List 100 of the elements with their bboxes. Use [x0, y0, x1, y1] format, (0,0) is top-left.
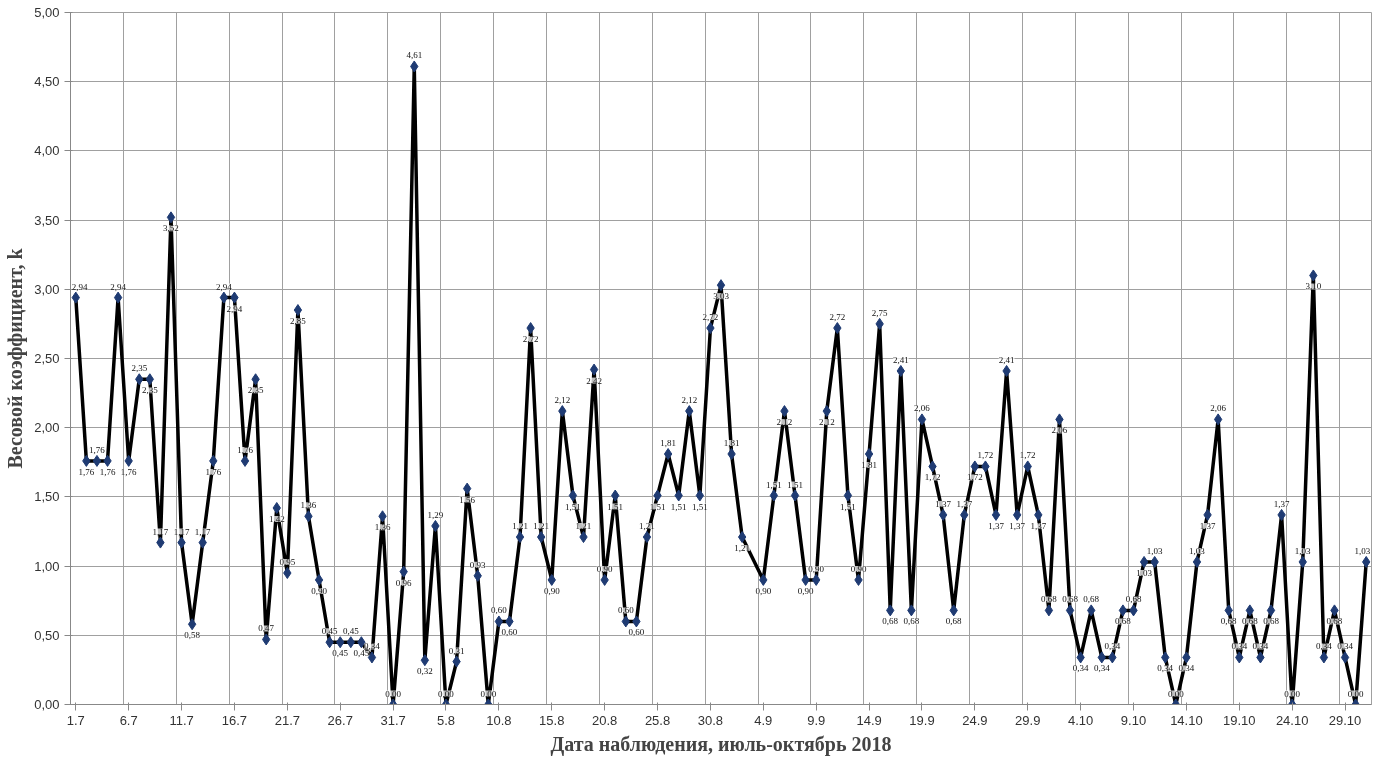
- data-label: 3,03: [713, 291, 730, 302]
- x-tick-label: 20.8: [592, 712, 618, 728]
- data-label: 1,37: [988, 520, 1005, 531]
- y-tick-label: 2,00: [34, 420, 60, 436]
- data-label: 0,00: [438, 688, 455, 699]
- x-tick-label: 11.7: [169, 712, 194, 728]
- x-tick-label: 31.7: [380, 712, 406, 728]
- data-label: 2,12: [776, 417, 793, 428]
- data-label: 0,68: [1263, 616, 1280, 627]
- data-label: 0,58: [184, 630, 201, 641]
- data-label: 0,45: [332, 648, 349, 659]
- data-label: 0,90: [755, 585, 772, 596]
- data-label: 0,34: [1337, 641, 1354, 652]
- data-label: 1,03: [1189, 545, 1206, 556]
- data-label: 0,90: [311, 585, 328, 596]
- x-tick-label: 26.7: [327, 712, 353, 728]
- x-tick-label: 21.7: [274, 712, 300, 728]
- x-tick-label: 16.7: [221, 712, 248, 728]
- y-tick-label: 1,50: [34, 489, 60, 505]
- data-label: 2,94: [110, 281, 127, 292]
- data-label: 4,61: [406, 50, 423, 61]
- data-label: 0,68: [1125, 594, 1142, 605]
- data-label: 2,12: [818, 417, 835, 428]
- data-label: 2,42: [586, 375, 602, 386]
- x-tick-label: 1.7: [66, 712, 85, 728]
- data-label: 1,76: [120, 466, 138, 477]
- data-label: 1,17: [152, 526, 169, 537]
- data-label: 0,00: [385, 688, 402, 699]
- y-tick-label: 4,50: [34, 74, 60, 90]
- data-label: 0,90: [543, 585, 561, 596]
- data-label: 1,51: [670, 501, 687, 512]
- data-label: 0,68: [1241, 616, 1259, 627]
- data-label: 2,06: [1210, 403, 1227, 414]
- data-label: 2,72: [522, 334, 539, 345]
- data-label: 1,51: [649, 501, 666, 512]
- data-label: 1,03: [1136, 567, 1153, 578]
- data-label: 0,96: [395, 577, 413, 588]
- data-label: 0,68: [945, 616, 963, 627]
- data-label: 0,60: [491, 605, 508, 616]
- data-label: 2,41: [892, 354, 909, 365]
- data-label: 0,00: [1284, 688, 1301, 699]
- data-label: 2,35: [141, 385, 159, 396]
- data-label: 1,21: [533, 521, 550, 532]
- data-label: 0,68: [1041, 594, 1058, 605]
- data-label: 2,75: [871, 307, 889, 318]
- data-label: 0,90: [808, 563, 825, 574]
- data-label: 1,76: [237, 444, 254, 455]
- data-label: 1,51: [840, 501, 856, 512]
- x-axis-title: Дата наблюдения, июль-октябрь 2018: [550, 732, 892, 756]
- data-label: 0,60: [617, 605, 635, 616]
- data-label: 0,34: [1093, 663, 1111, 674]
- y-tick-label: 3,50: [34, 212, 60, 228]
- data-label: 1,37: [1273, 498, 1290, 509]
- data-label: 2,35: [131, 363, 148, 374]
- data-label: 1,03: [1146, 545, 1164, 556]
- data-label: 0,68: [1083, 594, 1100, 605]
- data-label: 0,68: [1062, 594, 1079, 605]
- data-label: 2,72: [702, 312, 719, 323]
- data-label: 1,29: [427, 509, 444, 520]
- x-tick-label: 9.10: [1120, 712, 1147, 728]
- data-label: 1,51: [766, 479, 782, 490]
- data-label: 0,60: [501, 627, 518, 638]
- y-tick-label: 4,00: [34, 143, 60, 159]
- data-label: 2,06: [1051, 425, 1068, 436]
- x-tick-label: 25.8: [644, 712, 671, 728]
- x-tick-label: 5.8: [436, 712, 456, 728]
- data-label: 0,60: [628, 627, 645, 638]
- x-tick-label: 24.10: [1275, 712, 1309, 728]
- y-tick-label: 5,00: [34, 5, 60, 20]
- data-label: 0,34: [1178, 663, 1195, 674]
- data-label: 0,45: [342, 626, 360, 637]
- data-label: 1,42: [268, 513, 285, 524]
- x-tick-label: 29.10: [1328, 712, 1362, 728]
- data-label: 0,68: [1326, 616, 1343, 627]
- data-label: 0,45: [321, 626, 339, 637]
- data-label: 1,17: [194, 526, 212, 537]
- x-tick-label: 30.8: [697, 712, 724, 728]
- x-tick-label: 6.7: [119, 712, 138, 728]
- data-label: 1,21: [639, 521, 655, 532]
- data-label: 1,36: [374, 522, 391, 533]
- y-tick-label: 1,00: [34, 558, 60, 574]
- data-label: 0,68: [1220, 616, 1238, 627]
- data-label: 1,72: [1019, 450, 1036, 461]
- x-tick-label: 10.8: [486, 712, 512, 728]
- data-label: 2,35: [247, 385, 264, 396]
- data-label: 0,34: [1316, 641, 1333, 652]
- data-label: 1,37: [1009, 520, 1026, 531]
- data-label: 1,37: [1199, 520, 1216, 531]
- y-tick-label: 3,00: [34, 281, 60, 297]
- data-label: 1,17: [173, 526, 190, 537]
- y-tick-label: 2,50: [34, 351, 60, 366]
- data-label: 0,68: [882, 616, 899, 627]
- y-axis-title: Весовой коэффициент, k: [4, 247, 28, 469]
- data-label: 0,34: [1072, 663, 1089, 674]
- data-label: 1,21: [575, 521, 592, 532]
- data-label: 1,51: [691, 501, 708, 512]
- data-label: 1,81: [861, 460, 877, 470]
- data-label: 1,72: [966, 472, 983, 483]
- data-label: 2,12: [554, 395, 571, 406]
- data-label: 0,34: [1231, 641, 1248, 652]
